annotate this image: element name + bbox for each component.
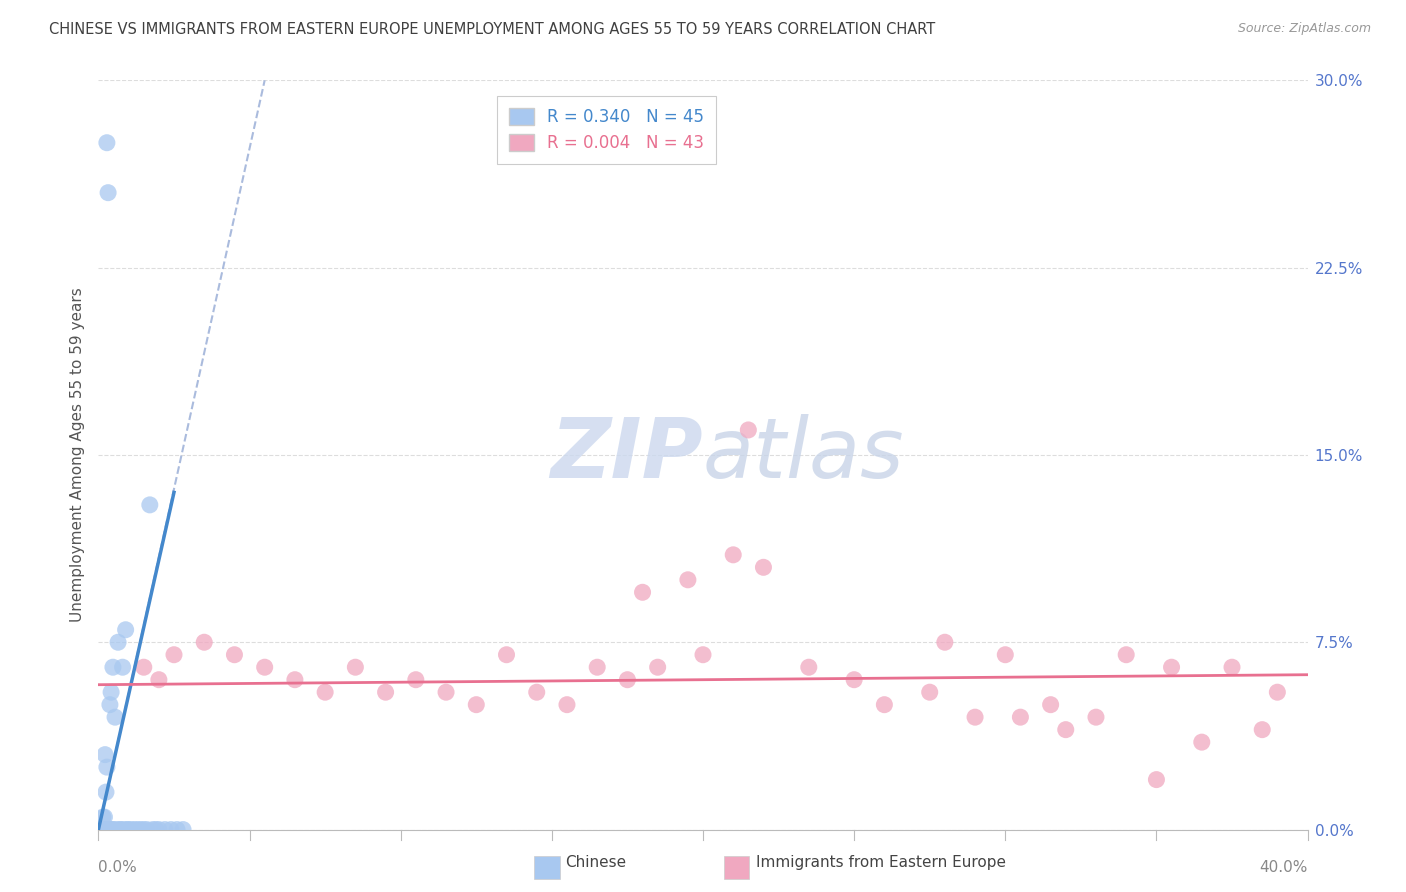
- Point: [344, 660, 367, 674]
- Point: [94, 785, 117, 799]
- Point: [111, 660, 134, 674]
- Point: [145, 822, 167, 837]
- Point: [555, 698, 578, 712]
- Point: [97, 822, 120, 837]
- Point: [103, 822, 125, 837]
- Point: [994, 648, 1017, 662]
- Point: [374, 685, 396, 699]
- Point: [132, 660, 155, 674]
- Text: Immigrants from Eastern Europe: Immigrants from Eastern Europe: [756, 855, 1007, 870]
- Point: [96, 822, 118, 837]
- Point: [153, 822, 176, 837]
- Text: Source: ZipAtlas.com: Source: ZipAtlas.com: [1237, 22, 1371, 36]
- Point: [89, 822, 111, 837]
- Point: [160, 822, 183, 837]
- Point: [90, 822, 112, 837]
- Point: [1267, 685, 1289, 699]
- Point: [142, 822, 165, 837]
- Point: [115, 822, 138, 837]
- Point: [100, 685, 122, 699]
- Point: [124, 822, 146, 837]
- Point: [96, 136, 118, 150]
- Point: [114, 623, 136, 637]
- Point: [405, 673, 427, 687]
- Point: [108, 822, 131, 837]
- Point: [148, 673, 170, 687]
- Point: [1054, 723, 1077, 737]
- Y-axis label: Unemployment Among Ages 55 to 59 years: Unemployment Among Ages 55 to 59 years: [69, 287, 84, 623]
- Point: [127, 822, 149, 837]
- Point: [797, 660, 820, 674]
- Point: [1085, 710, 1108, 724]
- Point: [107, 635, 129, 649]
- Point: [93, 810, 115, 824]
- Text: 0.0%: 0.0%: [98, 860, 138, 874]
- Point: [101, 660, 124, 674]
- Point: [526, 685, 548, 699]
- Point: [284, 673, 307, 687]
- Point: [1251, 723, 1274, 737]
- Point: [676, 573, 699, 587]
- Point: [193, 635, 215, 649]
- Point: [723, 548, 745, 562]
- Legend: R = 0.340   N = 45, R = 0.004   N = 43: R = 0.340 N = 45, R = 0.004 N = 43: [496, 96, 716, 164]
- Point: [148, 822, 170, 837]
- Point: [91, 810, 114, 824]
- Point: [105, 822, 128, 837]
- Point: [94, 747, 117, 762]
- Point: [163, 648, 186, 662]
- Point: [1191, 735, 1213, 749]
- Point: [844, 673, 866, 687]
- Point: [98, 698, 121, 712]
- Point: [1160, 660, 1182, 674]
- Point: [692, 648, 714, 662]
- Point: [495, 648, 517, 662]
- Point: [934, 635, 956, 649]
- Point: [104, 710, 127, 724]
- Point: [1039, 698, 1062, 712]
- Point: [752, 560, 775, 574]
- Point: [965, 710, 987, 724]
- Point: [101, 822, 124, 837]
- Point: [90, 822, 112, 837]
- Point: [112, 822, 135, 837]
- Point: [132, 822, 155, 837]
- Text: atlas: atlas: [703, 415, 904, 495]
- Point: [1220, 660, 1243, 674]
- Point: [1115, 648, 1137, 662]
- Point: [97, 186, 120, 200]
- Point: [100, 822, 122, 837]
- Point: [434, 685, 457, 699]
- Point: [918, 685, 941, 699]
- Point: [873, 698, 896, 712]
- Point: [135, 822, 157, 837]
- Point: [737, 423, 759, 437]
- Point: [1146, 772, 1168, 787]
- Point: [166, 822, 188, 837]
- Point: [253, 660, 276, 674]
- Point: [631, 585, 654, 599]
- Point: [118, 822, 141, 837]
- Point: [314, 685, 336, 699]
- Point: [465, 698, 488, 712]
- Point: [1010, 710, 1032, 724]
- Point: [91, 822, 114, 837]
- Text: ZIP: ZIP: [550, 415, 703, 495]
- Point: [96, 760, 118, 774]
- Point: [586, 660, 609, 674]
- Text: CHINESE VS IMMIGRANTS FROM EASTERN EUROPE UNEMPLOYMENT AMONG AGES 55 TO 59 YEARS: CHINESE VS IMMIGRANTS FROM EASTERN EUROP…: [49, 22, 935, 37]
- Text: 40.0%: 40.0%: [1260, 860, 1308, 874]
- Point: [129, 822, 152, 837]
- Point: [647, 660, 669, 674]
- Point: [224, 648, 246, 662]
- Point: [121, 822, 143, 837]
- Point: [110, 822, 132, 837]
- Point: [139, 498, 162, 512]
- Text: Chinese: Chinese: [565, 855, 626, 870]
- Point: [93, 822, 115, 837]
- Point: [98, 822, 121, 837]
- Point: [616, 673, 638, 687]
- Point: [172, 822, 194, 837]
